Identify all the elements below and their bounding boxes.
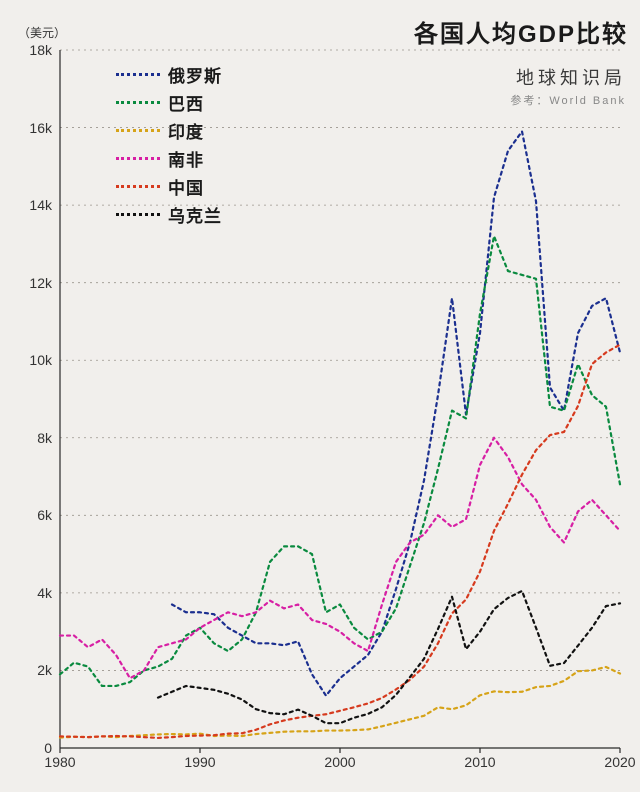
x-tick-label: 1980 [44,748,75,770]
series-line-india [60,667,620,738]
y-tick-label: 18k [29,42,60,58]
y-tick-label: 4k [37,585,60,601]
chart-title: 各国人均GDP比较 [414,14,628,49]
y-tick-label: 10k [29,352,60,368]
y-tick-label: 2k [37,662,60,678]
y-tick-label: 8k [37,430,60,446]
chart-svg [60,50,620,748]
y-axis-unit-label: （美元） [18,24,66,41]
series-line-russia [172,131,620,695]
x-tick-label: 2010 [464,748,495,770]
x-tick-label: 2020 [604,748,635,770]
y-tick-label: 12k [29,275,60,291]
series-line-china [60,345,620,738]
page: （美元） 各国人均GDP比较 地球知识局 参考：World Bank 俄罗斯巴西… [0,0,640,792]
plot-area: 02k4k6k8k10k12k14k16k18k1980199020002010… [60,50,620,748]
series-line-brazil [60,236,620,686]
x-tick-label: 1990 [184,748,215,770]
y-tick-label: 14k [29,197,60,213]
y-tick-label: 16k [29,120,60,136]
series-line-south_africa [60,438,620,678]
y-tick-label: 6k [37,507,60,523]
x-tick-label: 2000 [324,748,355,770]
